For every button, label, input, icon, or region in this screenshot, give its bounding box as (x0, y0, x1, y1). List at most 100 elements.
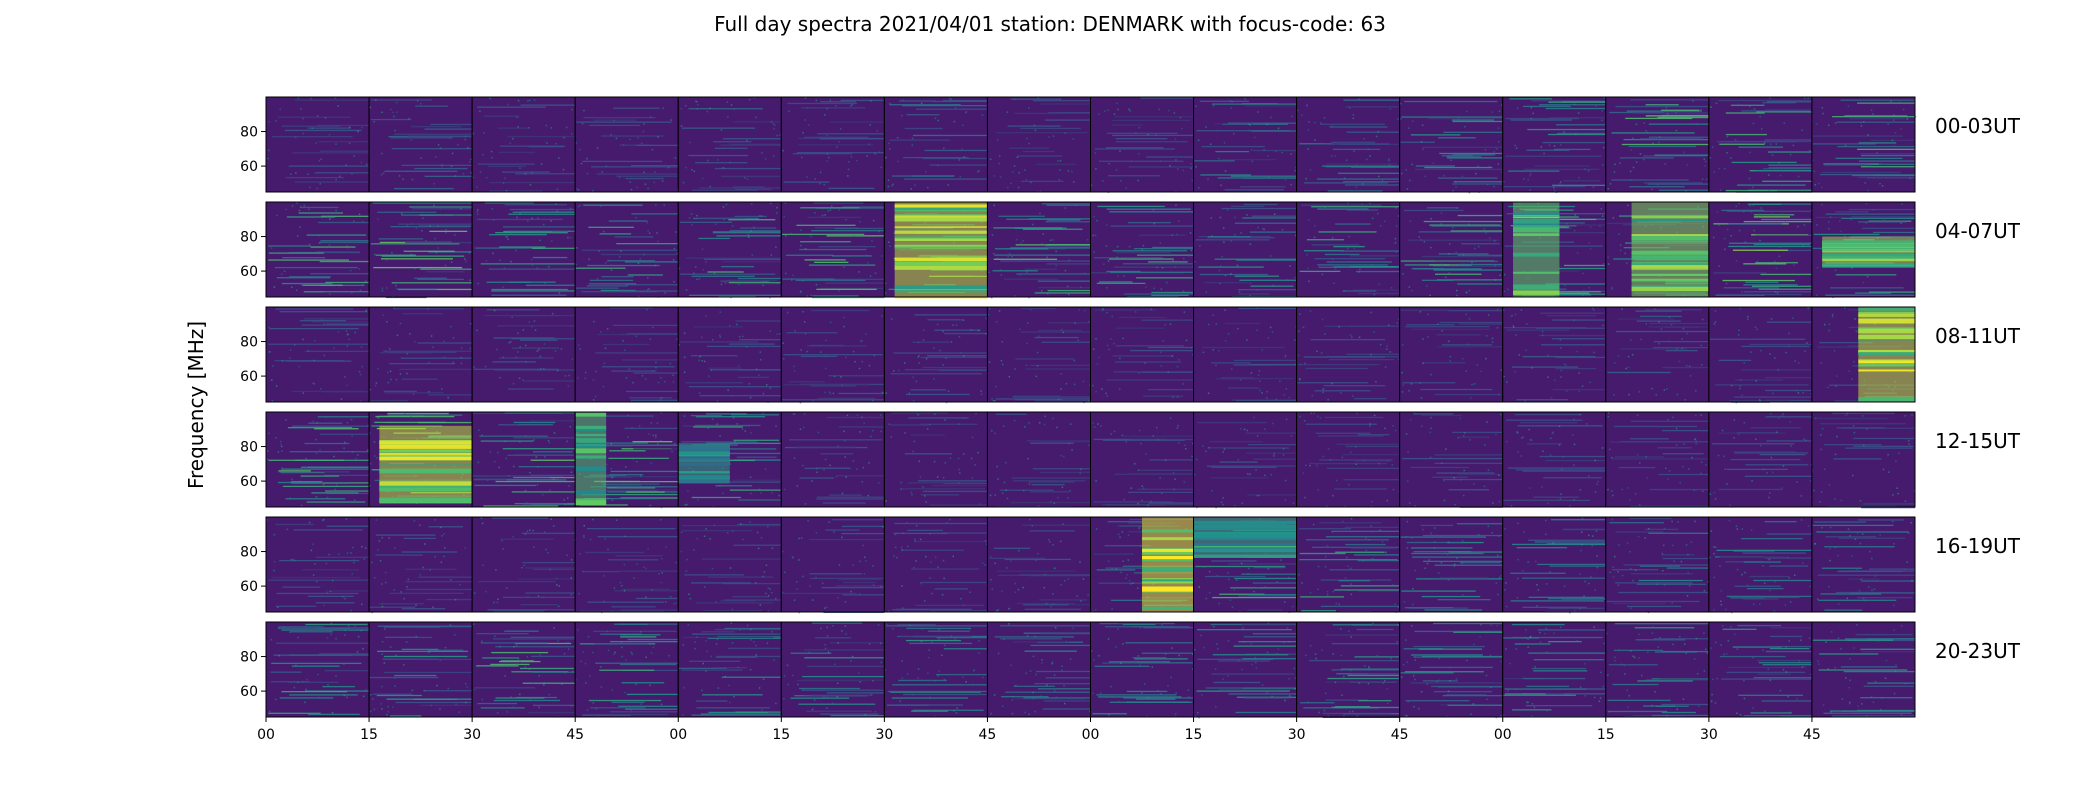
spectrum-panel (1502, 306, 1607, 403)
x-tick-label: 00 (1082, 727, 1100, 743)
spectrum-panel (471, 96, 576, 193)
spectrum-panel (780, 516, 885, 614)
spectrum-panel (1502, 96, 1607, 194)
spectrum-panel (1193, 306, 1298, 403)
spectrum-panel (883, 516, 988, 613)
y-tick-label: 80 (240, 335, 258, 351)
row-label: 20-23UT (1935, 639, 2021, 663)
spectrum-panel (1811, 621, 1916, 718)
spectrum-panel (780, 96, 885, 193)
spectrum-panel (265, 96, 371, 193)
spectrum-panel (677, 96, 782, 193)
spectrum-panel (1502, 411, 1607, 508)
radio-burst (1822, 236, 1915, 268)
spectrum-panel (1296, 306, 1402, 403)
spectrum-panel (986, 621, 1091, 718)
spectra-row-12-15UT: 60 80 12-15UT (240, 411, 2021, 509)
y-tick-label: 60 (240, 579, 258, 595)
y-tick-label: 60 (240, 159, 258, 175)
spectrum-panel (1708, 411, 1813, 508)
spectrum-panel (1399, 96, 1504, 194)
spectrum-panel (1811, 306, 1916, 403)
spectrum-panel (574, 411, 679, 509)
spectrum-panel (471, 306, 577, 403)
spectrum-panel (368, 201, 474, 299)
row-label: 16-19UT (1935, 534, 2021, 558)
spectrum-panel (1399, 516, 1505, 613)
spectrum-panel (1090, 96, 1195, 194)
x-tick-label: 15 (360, 727, 378, 743)
x-tick-label: 30 (1700, 727, 1718, 743)
x-tick-label: 15 (772, 727, 790, 743)
spectrum-panel (780, 306, 885, 404)
spectrum-panel (368, 621, 474, 718)
spectrum-panel (368, 306, 473, 403)
radio-burst (678, 443, 730, 484)
spectrum-panel (574, 621, 679, 718)
spectrum-panel (780, 621, 885, 718)
spectrum-panel (1708, 201, 1813, 298)
x-tick-label: 30 (463, 727, 481, 743)
spectrum-panel (1811, 201, 1916, 299)
spectrum-panel (986, 411, 1092, 508)
spectrum-panel (265, 621, 370, 718)
y-tick-label: 80 (240, 440, 258, 456)
spectrum-panel (986, 306, 1091, 404)
spectrum-panel (1605, 96, 1710, 193)
spectrum-panel (368, 411, 473, 508)
spectrum-panel (574, 306, 679, 403)
spectra-row-20-23UT: 60 80 20-23UT (240, 621, 2021, 719)
spectrum-panel (1605, 411, 1710, 508)
spectrum-panel (368, 96, 473, 193)
row-label: 04-07UT (1935, 219, 2021, 243)
x-tick-label: 15 (1597, 727, 1615, 743)
x-tick-label: 45 (1803, 727, 1821, 743)
spectrum-panel (471, 201, 576, 298)
spectrum-panel (1399, 621, 1504, 719)
radio-burst (1513, 202, 1560, 297)
spectrum-panel (1811, 96, 1917, 193)
spectrum-panel (574, 201, 679, 298)
spectrum-panel (265, 411, 370, 508)
spectrum-panel (1502, 516, 1607, 614)
spectra-row-00-03UT: 60 80 00-03UT (240, 96, 2021, 194)
spectrum-panel (986, 201, 1091, 299)
spectrum-panel (883, 201, 988, 299)
spectrum-panel (780, 411, 885, 508)
row-label: 12-15UT (1935, 429, 2021, 453)
radio-burst (575, 412, 607, 506)
spectrum-panel (1090, 411, 1195, 508)
x-tick-label: 30 (875, 727, 893, 743)
spectrum-panel (1296, 516, 1401, 613)
spectrum-panel (1502, 621, 1607, 718)
spectra-row-04-07UT: 60 80 04-07UT (240, 201, 2021, 299)
spectrum-panel (883, 306, 988, 404)
x-tick-label: 45 (566, 727, 584, 743)
row-label: 08-11UT (1935, 324, 2021, 348)
spectrum-panel (1193, 96, 1298, 193)
row-label: 00-03UT (1935, 114, 2021, 138)
y-tick-label: 60 (240, 474, 258, 490)
spectrum-panel (1502, 201, 1607, 298)
spectrum-panel (1708, 621, 1814, 718)
spectrum-panel (677, 621, 782, 718)
radio-burst (1858, 307, 1915, 402)
y-tick-label: 80 (240, 650, 258, 666)
spectrum-panel (1296, 96, 1401, 193)
spectrum-panel (1605, 621, 1710, 718)
spectrum-panel (883, 96, 988, 193)
spectrum-panel (1090, 516, 1195, 613)
x-tick-label: 00 (257, 727, 275, 743)
spectrum-panel (1399, 411, 1504, 508)
spectrum-panel (986, 516, 1091, 613)
spectrum-panel (780, 201, 885, 299)
spectrum-panel (1296, 201, 1401, 298)
spectrum-panel (1193, 516, 1299, 613)
spectrum-panel (677, 306, 783, 403)
spectrum-panel (471, 516, 577, 613)
spectrum-panel (1399, 201, 1504, 298)
spectra-row-16-19UT: 60 80 16-19UT (240, 516, 2021, 614)
spectrum-panel (986, 96, 1092, 193)
